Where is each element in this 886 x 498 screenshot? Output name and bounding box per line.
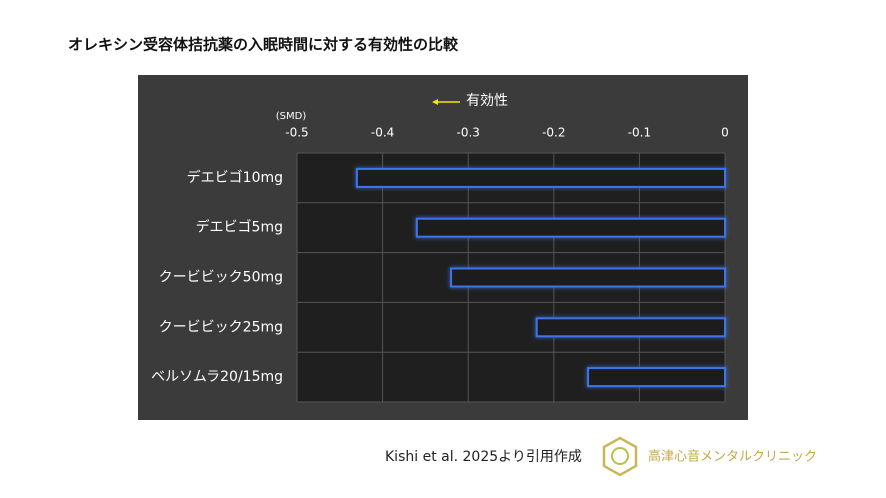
x-tick-label: 0 [721, 126, 729, 140]
bar [535, 317, 726, 338]
x-tick-label: -0.2 [542, 126, 565, 140]
y-tick-label: デエビゴ5mg [196, 219, 283, 236]
logo-text: 高津心音メンタルクリニック [648, 449, 817, 465]
x-tick-label: -0.5 [285, 126, 308, 140]
x-tick-label: -0.1 [628, 126, 651, 140]
arrow-head [432, 99, 438, 105]
x-tick-label: -0.4 [371, 126, 394, 140]
x-tick-label: -0.3 [456, 126, 479, 140]
annotation: 有効性 [466, 93, 508, 109]
y-tick-label: クービビック25mg [159, 319, 283, 335]
y-tick-label: クービビック50mg [159, 270, 283, 286]
logo-mark [611, 447, 629, 465]
source-note: Kishi et al. 2025より引用作成 [385, 449, 582, 465]
y-tick-label: ベルソムラ20/15mg [151, 369, 283, 385]
bar [450, 267, 726, 288]
bar [415, 217, 726, 238]
bar [587, 367, 726, 388]
axis-unit: (SMD) [276, 111, 307, 122]
plot: -0.5 -0.4 -0.3 -0.2 -0.1 0 デエビゴ10mg デエビゴ5mg クービビ… [151, 126, 729, 403]
y-tick-label: デエビゴ10mg [187, 169, 283, 186]
chart-title: オレキシン受容体拮抗薬の入眠時間に対する有効性の比較 [68, 36, 459, 54]
logo-icon [602, 436, 638, 477]
bar [355, 167, 726, 188]
